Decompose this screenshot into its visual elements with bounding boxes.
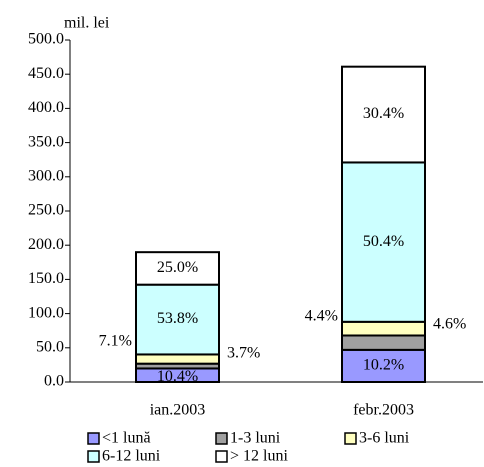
data-label: 30.4% xyxy=(363,105,404,122)
bar-segment xyxy=(341,161,426,323)
x-tick-label: febr.2003 xyxy=(353,402,414,419)
x-tick-label: ian.2003 xyxy=(150,402,206,419)
y-tick-label: 300.0 xyxy=(28,167,64,184)
data-label: 4.6% xyxy=(433,315,466,332)
legend-label: 6-12 luni xyxy=(102,448,161,465)
legend-swatch xyxy=(87,450,100,463)
legend-swatch xyxy=(215,450,228,463)
data-label: 53.8% xyxy=(157,310,198,327)
legend-label: 1-3 luni xyxy=(230,430,281,447)
data-label: 10.4% xyxy=(157,368,198,385)
legend-label: 3-6 luni xyxy=(359,430,410,447)
y-tick-label: 400.0 xyxy=(28,99,64,116)
data-label: 7.1% xyxy=(99,333,132,350)
y-tick-label: 500.0 xyxy=(28,31,64,48)
legend-swatch xyxy=(215,432,228,445)
y-tick-label: 100.0 xyxy=(28,304,64,321)
data-label: 4.4% xyxy=(305,307,338,324)
data-label: 10.2% xyxy=(363,357,404,374)
bar-segment xyxy=(135,251,220,286)
bar-segment xyxy=(135,353,220,365)
y-axis-label: mil. lei xyxy=(64,15,110,32)
bar-segment xyxy=(341,65,426,164)
y-tick-label: 250.0 xyxy=(28,202,64,219)
y-tick-label: 350.0 xyxy=(28,133,64,150)
bar-segment xyxy=(341,334,426,351)
y-tick-label: 450.0 xyxy=(28,65,64,82)
legend-label: > 12 luni xyxy=(230,448,288,465)
y-tick-label: 50.0 xyxy=(36,338,64,355)
y-tick-label: 0.0 xyxy=(44,373,64,390)
bar-segment xyxy=(341,320,426,337)
data-label: 25.0% xyxy=(157,259,198,276)
legend-label: <1 lună xyxy=(102,430,151,447)
data-label: 3.7% xyxy=(227,345,260,362)
y-tick-label: 150.0 xyxy=(28,270,64,287)
legend-swatch xyxy=(87,432,100,445)
data-label: 50.4% xyxy=(363,233,404,250)
legend-swatch xyxy=(344,432,357,445)
y-tick-label: 200.0 xyxy=(28,236,64,253)
